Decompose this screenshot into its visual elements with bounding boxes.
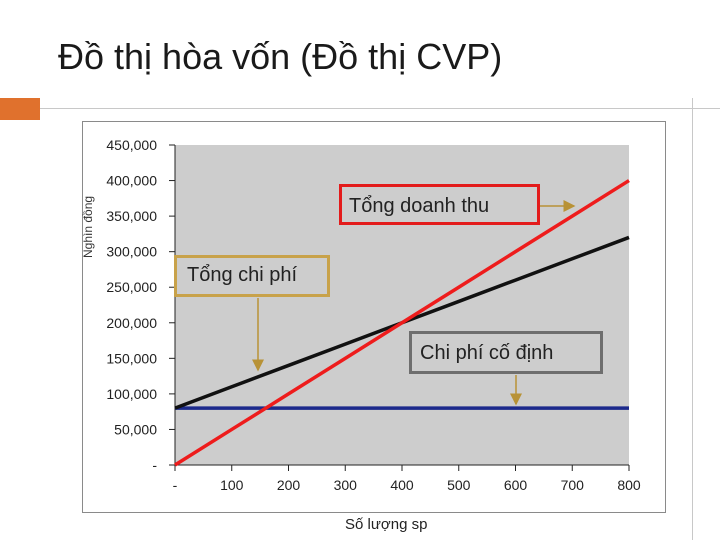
y-tick-label: 250,000 [106, 279, 157, 295]
x-tick-label: 100 [220, 477, 244, 493]
y-tick-label: 400,000 [106, 173, 157, 189]
x-tick-label: 500 [447, 477, 471, 493]
x-tick-label: - [173, 477, 178, 493]
annotation-total-cost: Tổng chi phí [174, 255, 330, 297]
x-tick-label: 400 [390, 477, 414, 493]
series-line-revenue [174, 179, 630, 467]
annotation-fixed-cost: Chi phí cố định [409, 331, 603, 374]
right-rule [692, 98, 693, 540]
plot-area [175, 145, 629, 465]
x-tick-label: 600 [504, 477, 528, 493]
y-tick-label: 450,000 [106, 137, 157, 153]
x-tick-label: 300 [334, 477, 358, 493]
annotation-revenue: Tổng doanh thu [339, 184, 540, 225]
y-tick-label: 150,000 [106, 350, 157, 366]
y-tick-label: - [152, 457, 157, 473]
y-tick-label: 50,000 [114, 421, 157, 437]
y-axis-label: Nghìn đồng [81, 195, 95, 258]
x-axis-label: Số lượng sp [345, 516, 428, 533]
title-rule [40, 108, 720, 109]
x-tick-label: 700 [561, 477, 585, 493]
slide-title: Đồ thị hòa vốn (Đồ thị CVP) [58, 36, 503, 77]
y-tick-label: 300,000 [106, 244, 157, 260]
y-tick-label: 100,000 [106, 386, 157, 402]
y-tick-label: 200,000 [106, 315, 157, 331]
x-tick-label: 800 [617, 477, 641, 493]
y-tick-label: 350,000 [106, 208, 157, 224]
x-tick-label: 200 [277, 477, 301, 493]
accent-bar [0, 98, 40, 120]
